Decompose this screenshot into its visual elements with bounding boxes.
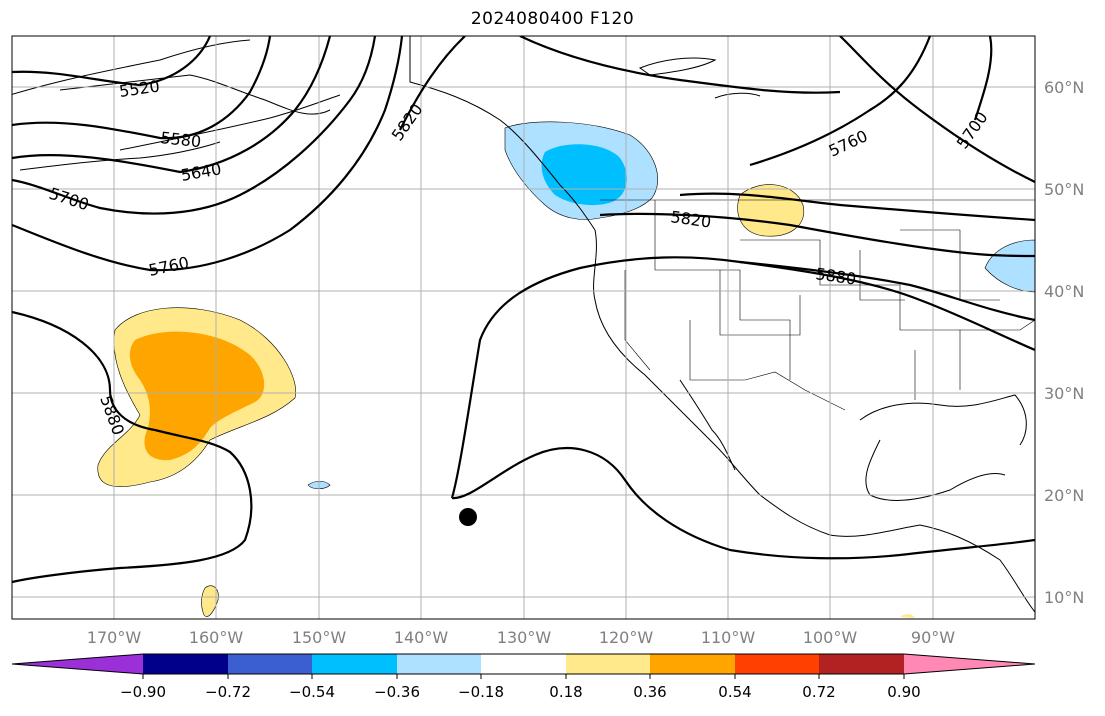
colorbar-tick-label: −0.90 [120,683,166,701]
colorbar-segment [397,654,481,674]
colorbar-segment [819,654,904,674]
contour-5640 [12,36,332,174]
latitude-labels: 60°N 50°N 40°N 30°N 20°N 10°N [1044,78,1084,607]
colorbar-tick-label: −0.18 [458,683,504,701]
lon-label: 140°W [394,628,449,647]
contour-5820-east [599,212,1035,258]
figure-title: 2024080400 F120 [470,9,635,29]
positive-anomaly-north-light [737,184,805,237]
colorbar-tick-label: 0.90 [887,683,920,701]
lon-label: 150°W [292,628,347,647]
lat-label: 50°N [1044,180,1084,199]
political-borders [409,36,1035,411]
contour-label: 5700 [47,184,92,215]
lon-label: 130°W [497,628,552,647]
contour-5700-east [839,36,1035,183]
contour-5820-north [519,36,841,94]
contour-5820-main [399,36,466,131]
map-area: 5520 5580 5640 5700 5760 5820 5880 5820 … [12,36,1035,619]
colorbar-segment [481,654,566,674]
lat-label: 40°N [1044,282,1084,301]
contour-5760-east [749,36,932,167]
lon-label: 110°W [701,628,756,647]
contour-5880-loop [450,256,1035,499]
lon-label: 160°W [189,628,244,647]
colorbar-extend-low [12,654,143,674]
colorbar-segment [312,654,397,674]
storm-center-dot [459,508,477,526]
lon-label: 90°W [911,628,955,647]
colorbar-ticks [142,674,905,679]
graticule [12,36,1035,619]
contour-5760 [12,36,404,272]
negative-anomaly-nw-mid [541,144,627,206]
lon-label: 100°W [803,628,858,647]
contour-label: 5700 [953,108,992,152]
colorbar-tick-labels: −0.90 −0.72 −0.54 −0.36 −0.18 0.18 0.36 … [120,683,921,701]
colorbar-tick-label: −0.54 [289,683,335,701]
longitude-labels: 170°W 160°W 150°W 140°W 130°W 120°W 110°… [87,628,955,647]
lat-label: 60°N [1044,78,1084,97]
colorbar-tick-label: 0.72 [802,683,835,701]
colorbar-segment [566,654,650,674]
map-frame [11,35,1036,620]
colorbar-extend-high [904,654,1035,674]
lon-label: 120°W [599,628,654,647]
colorbar-segment [650,654,735,674]
contour-5700-east-2 [973,36,993,121]
contour-label: 5760 [147,253,191,280]
colorbar-tick-label: 0.36 [633,683,666,701]
positive-anomaly-small-2 [900,614,915,618]
colorbar-tick-label: 0.54 [718,683,751,701]
colorbar: −0.90 −0.72 −0.54 −0.36 −0.18 0.18 0.36 … [11,653,1036,701]
height-contours [12,36,1035,584]
positive-anomaly-west-mid [129,331,265,461]
contour-label: 5880 [96,393,128,438]
coastlines [12,36,1035,613]
contour-5580 [12,36,272,140]
colorbar-segment [228,654,312,674]
negative-anomaly-ne [984,239,1035,293]
positive-anomaly-small [201,585,219,617]
contour-label: 5580 [160,128,202,151]
lat-label: 30°N [1044,384,1084,403]
contour-5700 [12,36,377,215]
contour-label: 5520 [118,76,161,100]
lat-label: 20°N [1044,486,1084,505]
colorbar-tick-label: −0.72 [205,683,251,701]
contour-5520 [12,36,212,87]
contour-5880-east [739,260,1035,322]
contour-5880-south [451,447,1035,560]
contour-label: 5820 [669,207,712,231]
colorbar-tick-label: −0.36 [374,683,420,701]
colorbar-segment [143,654,228,674]
colorbar-segment [735,654,819,674]
lat-label: 10°N [1044,588,1084,607]
contour-5820-west [12,310,253,584]
colorbar-tick-label: 0.18 [549,683,582,701]
lon-label: 170°W [87,628,142,647]
contour-5760-east-2 [679,192,1035,222]
